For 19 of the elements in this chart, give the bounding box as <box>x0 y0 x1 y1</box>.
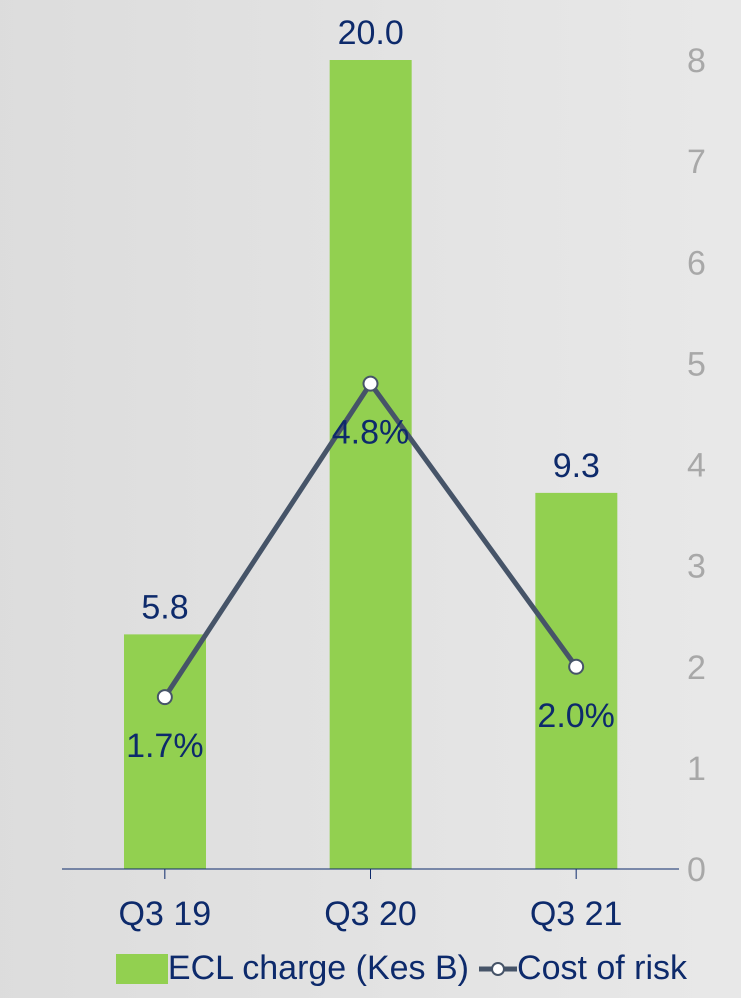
legend-label: ECL charge (Kes B) <box>168 949 470 988</box>
data-label: 9.3 <box>552 446 600 485</box>
y2-tick-label: 4 <box>687 446 706 485</box>
y2-tick-label: 3 <box>687 548 706 586</box>
x-tick-label: Q3 19 <box>118 895 212 934</box>
y2-tick-label: 8 <box>687 42 706 80</box>
y2-tick-label: 6 <box>687 244 706 282</box>
y2-tick-label: 2 <box>687 648 706 687</box>
data-label: 2.0% <box>537 696 615 735</box>
y2-tick-label: 0 <box>687 851 706 890</box>
y2-tick-label: 5 <box>687 345 706 384</box>
data-label: 20.0 <box>338 14 404 52</box>
data-label: 5.8 <box>141 588 189 626</box>
y2-tick-label: 1 <box>687 750 706 788</box>
x-tick-label: Q3 20 <box>324 895 417 934</box>
y2-tick-label: 7 <box>687 143 706 182</box>
data-label: 1.7% <box>126 727 204 766</box>
x-tick-label: Q3 21 <box>530 895 622 934</box>
legend-label: Cost of risk <box>517 949 688 988</box>
